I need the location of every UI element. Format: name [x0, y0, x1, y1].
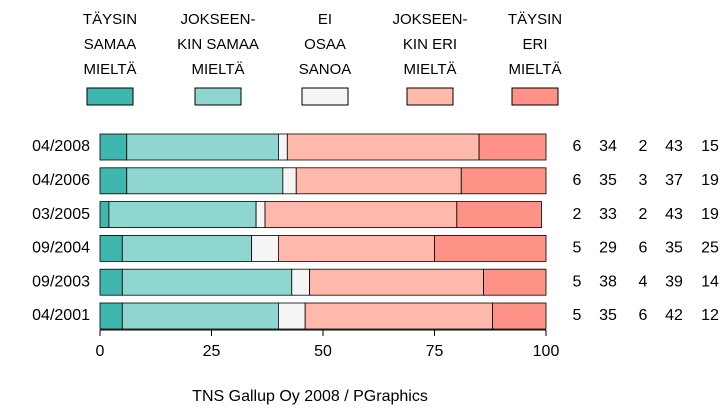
data-label: 39 — [665, 273, 683, 290]
bar-segment — [126, 133, 279, 161]
bar-segment — [99, 133, 128, 161]
data-label: 19 — [701, 172, 719, 189]
data-label: 5 — [573, 273, 582, 290]
bar-segment — [108, 201, 257, 229]
data-label: 6 — [573, 138, 582, 155]
x-tick-label: 0 — [96, 343, 105, 360]
bar-segment — [277, 133, 288, 161]
legend-label: MIELTÄ — [403, 61, 456, 78]
data-label: 14 — [701, 273, 719, 290]
data-label: 43 — [665, 206, 683, 223]
data-label: 3 — [639, 172, 648, 189]
bar-segment — [304, 302, 493, 330]
data-label: 35 — [599, 172, 617, 189]
y-tick-label: 03/2005 — [32, 206, 90, 223]
y-tick-label: 04/2006 — [32, 172, 90, 189]
bar-segment — [126, 167, 284, 195]
data-label: 35 — [599, 307, 617, 324]
legend-label: MIELTÄ — [83, 61, 136, 78]
data-label: 5 — [573, 240, 582, 257]
legend-label: SANOA — [299, 61, 352, 78]
legend-swatch — [301, 87, 349, 106]
data-label: 5 — [573, 307, 582, 324]
data-label: 29 — [599, 240, 617, 257]
bar-segment — [99, 201, 110, 229]
y-tick-label: 09/2004 — [32, 240, 90, 257]
bar-segment — [264, 201, 458, 229]
x-tick-label: 100 — [533, 343, 560, 360]
data-label: 25 — [701, 240, 719, 257]
bar-segment — [434, 234, 547, 262]
legend-label: EI — [318, 11, 332, 28]
bar-segment — [99, 302, 123, 330]
x-tick-label: 75 — [426, 343, 444, 360]
legend-label: KIN ERI — [403, 36, 457, 53]
bar-segment — [309, 268, 484, 296]
data-label: 6 — [639, 307, 648, 324]
data-label: 6 — [639, 240, 648, 257]
legend-label: SAMAA — [84, 36, 137, 53]
data-label: 34 — [599, 138, 617, 155]
data-label: 43 — [665, 138, 683, 155]
legend-label: KIN SAMAA — [177, 36, 259, 53]
bar-segment — [492, 302, 547, 330]
bar-segment — [255, 201, 266, 229]
data-label: 33 — [599, 206, 617, 223]
legend-label: TÄYSIN — [83, 11, 137, 28]
bar-segment — [286, 133, 480, 161]
bar-segment — [291, 268, 311, 296]
legend-swatch — [194, 87, 242, 106]
data-label: 2 — [639, 138, 648, 155]
data-label: 42 — [665, 307, 683, 324]
data-label: 6 — [573, 172, 582, 189]
data-label: 37 — [665, 172, 683, 189]
data-label: 12 — [701, 307, 719, 324]
legend-label: OSAA — [304, 36, 346, 53]
data-label: 4 — [639, 273, 648, 290]
bar-segment — [483, 268, 547, 296]
legend-swatch — [511, 87, 559, 106]
caption: TNS Gallup Oy 2008 / PGraphics — [192, 388, 428, 405]
bar-segment — [282, 167, 297, 195]
bar-segment — [121, 302, 279, 330]
legend-swatch — [406, 87, 454, 106]
legend-label: JOKSEEN- — [392, 11, 467, 28]
data-label: 2 — [573, 206, 582, 223]
bar-segment — [478, 133, 547, 161]
data-label: 19 — [701, 206, 719, 223]
y-tick-label: 04/2001 — [32, 307, 90, 324]
bar-segment — [456, 201, 542, 229]
bar-segment — [121, 234, 253, 262]
data-label: 35 — [665, 240, 683, 257]
bar-segment — [295, 167, 462, 195]
bar-segment — [460, 167, 547, 195]
bar-segment — [99, 167, 128, 195]
bar-segment — [277, 234, 435, 262]
x-tick-label: 25 — [203, 343, 221, 360]
legend-label: ERI — [522, 36, 547, 53]
bar-segment — [99, 268, 123, 296]
legend-label: MIELTÄ — [508, 61, 561, 78]
y-tick-label: 04/2008 — [32, 138, 90, 155]
bar-segment — [251, 234, 279, 262]
legend-label: TÄYSIN — [508, 11, 562, 28]
legend-label: JOKSEEN- — [180, 11, 255, 28]
data-label: 38 — [599, 273, 617, 290]
legend-swatch — [86, 87, 134, 106]
data-label: 15 — [701, 138, 719, 155]
bar-segment — [121, 268, 293, 296]
bar-segment — [99, 234, 123, 262]
bar-segment — [277, 302, 306, 330]
x-tick-label: 50 — [314, 343, 332, 360]
data-label: 2 — [639, 206, 648, 223]
y-tick-label: 09/2003 — [32, 273, 90, 290]
legend-label: MIELTÄ — [191, 61, 244, 78]
